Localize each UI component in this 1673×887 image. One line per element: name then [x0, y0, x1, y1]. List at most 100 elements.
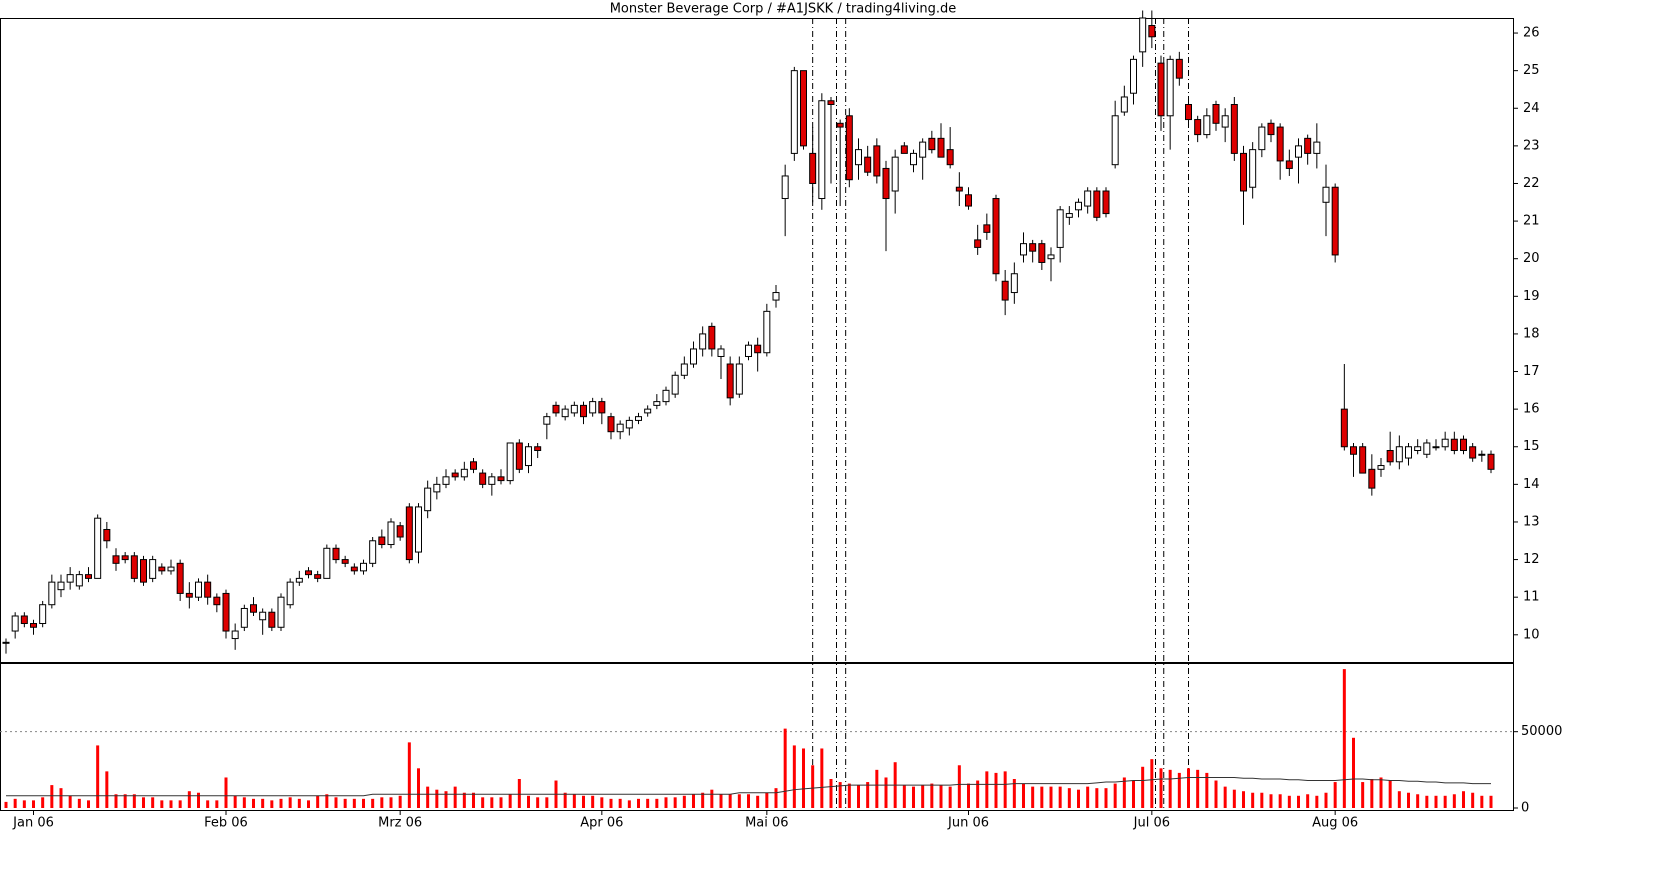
candle-body	[460, 468, 468, 478]
volume-bar	[343, 798, 347, 808]
volume-bar	[417, 768, 420, 808]
x-tick-label: Aug 06	[1312, 816, 1358, 831]
volume-bar	[1471, 792, 1475, 808]
candle-body	[772, 292, 780, 301]
volume-bar	[407, 742, 411, 808]
candle-body	[1414, 446, 1422, 452]
candle-body	[488, 476, 496, 485]
candle-body	[1340, 408, 1348, 448]
candle-body	[1221, 115, 1229, 128]
candle-body	[625, 419, 633, 429]
volume-bar	[939, 785, 943, 808]
candle-body	[75, 574, 83, 587]
volume-bar	[1315, 795, 1319, 808]
volume-bar	[1489, 795, 1493, 808]
volume-bar	[912, 786, 915, 808]
volume-bar	[1269, 794, 1273, 808]
volume-bar	[197, 792, 200, 808]
y-tick-label: 11	[1523, 590, 1540, 605]
volume-bar	[976, 780, 980, 808]
volume-bar	[114, 794, 118, 808]
candle-body	[790, 70, 798, 154]
candle-body	[350, 566, 358, 572]
candle-body	[937, 137, 945, 158]
candle-body	[1322, 186, 1330, 203]
volume-bar	[1132, 780, 1135, 808]
volume-bar	[829, 779, 833, 808]
volume-bar	[1361, 782, 1365, 808]
candle-body	[1386, 450, 1394, 463]
volume-bar	[527, 795, 530, 808]
volume-bar	[472, 792, 475, 808]
volume-bar	[563, 792, 567, 808]
volume-bar	[389, 797, 393, 808]
candle-body	[1212, 104, 1220, 124]
candle-body	[580, 404, 587, 418]
candle-body	[983, 224, 991, 233]
candle-body	[1230, 104, 1238, 154]
candle-body	[1423, 442, 1431, 455]
candle-body	[1249, 149, 1257, 188]
volume-bar	[774, 788, 778, 808]
candle-body	[1020, 243, 1027, 256]
candle-body	[1148, 25, 1156, 38]
candle-body	[167, 566, 175, 572]
candle-body	[726, 363, 734, 399]
volume-bar	[444, 791, 448, 808]
candle-body	[662, 389, 670, 403]
candle-body	[20, 615, 28, 625]
volume-bar	[1104, 788, 1108, 808]
volume-bar	[930, 783, 934, 808]
volume-bar	[1141, 766, 1145, 808]
volume-bar	[765, 792, 769, 808]
candle-body	[286, 581, 294, 606]
candle-body	[1368, 468, 1376, 489]
candle-body	[515, 442, 523, 470]
volume-bar	[1407, 792, 1410, 808]
y2-tick-label: 50000	[1521, 724, 1562, 739]
candle-body	[415, 506, 422, 553]
candle-body	[1139, 17, 1147, 53]
candle-body	[48, 581, 56, 606]
frame	[0, 18, 1514, 811]
candle-body	[360, 562, 367, 572]
candle-body	[534, 446, 542, 452]
candle-body	[873, 145, 881, 177]
candle-body	[717, 348, 725, 357]
y-tick-label: 26	[1523, 26, 1540, 41]
volume-bar	[307, 800, 310, 808]
volume-bar	[508, 794, 512, 808]
chart-title: Monster Beverage Corp / #A1JSKK / tradin…	[610, 2, 957, 17]
candle-body	[1405, 446, 1412, 459]
candle-body	[616, 423, 624, 433]
volume-bar	[994, 772, 998, 808]
volume-bar	[1040, 786, 1044, 808]
y-tick-label: 13	[1523, 514, 1540, 529]
candle-body	[30, 623, 37, 628]
volume-bar	[59, 788, 63, 808]
y-tick-label: 14	[1523, 477, 1540, 492]
candle-body	[928, 137, 936, 151]
candle-body	[1441, 438, 1449, 448]
volume-bar	[178, 800, 182, 808]
candle-body	[552, 404, 560, 414]
volume-bar	[847, 783, 851, 808]
candle-body	[66, 574, 74, 583]
volume-bar	[481, 797, 485, 808]
volume-bar	[545, 797, 549, 808]
candle-body	[1185, 104, 1192, 121]
volume-bar	[462, 792, 466, 808]
volume-bar	[371, 798, 375, 808]
candle-body	[277, 596, 285, 628]
volume-bar	[426, 786, 430, 808]
candle-body	[763, 310, 771, 354]
volume-bar	[692, 794, 695, 808]
candle-body	[470, 461, 477, 470]
volume-bar	[50, 785, 54, 808]
candle-body	[158, 566, 166, 572]
volume-bar	[517, 779, 521, 808]
candle-body	[378, 536, 386, 546]
volume-bar	[1187, 768, 1190, 808]
volume-bar	[582, 795, 585, 808]
candle-body	[250, 604, 257, 613]
